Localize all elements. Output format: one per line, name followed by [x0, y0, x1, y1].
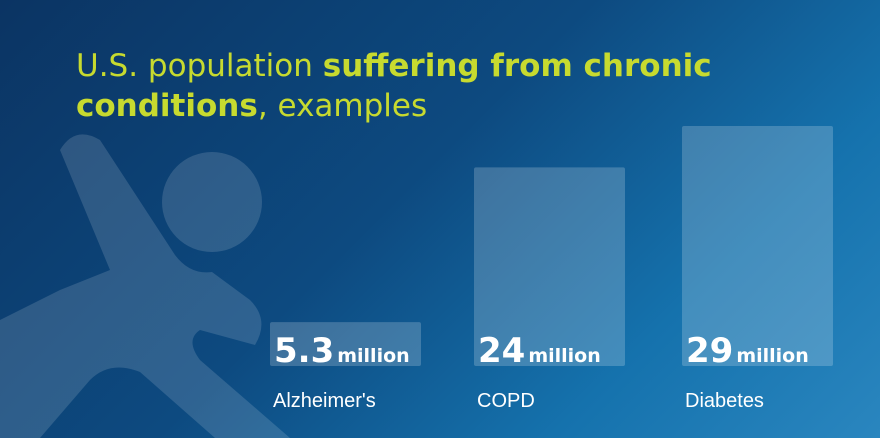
value-number: 24 [478, 331, 525, 371]
title-part: , examples [257, 88, 428, 124]
category-label: Alzheimer's [273, 390, 376, 412]
value-unit: million [736, 345, 808, 367]
value-number: 5.3 [274, 331, 334, 371]
falling-person-icon [0, 134, 290, 438]
bar [270, 322, 421, 366]
bar [682, 126, 833, 366]
title-part: suffering from chronic conditions [76, 48, 712, 124]
value-unit: million [528, 345, 600, 367]
value-label: 24 million [478, 331, 601, 371]
value-label: 5.3 million [274, 331, 410, 371]
category-label: Diabetes [685, 390, 764, 412]
title-part: U.S. population [76, 48, 323, 84]
chart-title: U.S. population suffering from chronic c… [76, 46, 766, 126]
category-label: COPD [477, 390, 535, 412]
value-label: 29 million [686, 331, 809, 371]
value-number: 29 [686, 331, 733, 371]
bar [474, 167, 625, 366]
value-unit: million [337, 345, 409, 367]
